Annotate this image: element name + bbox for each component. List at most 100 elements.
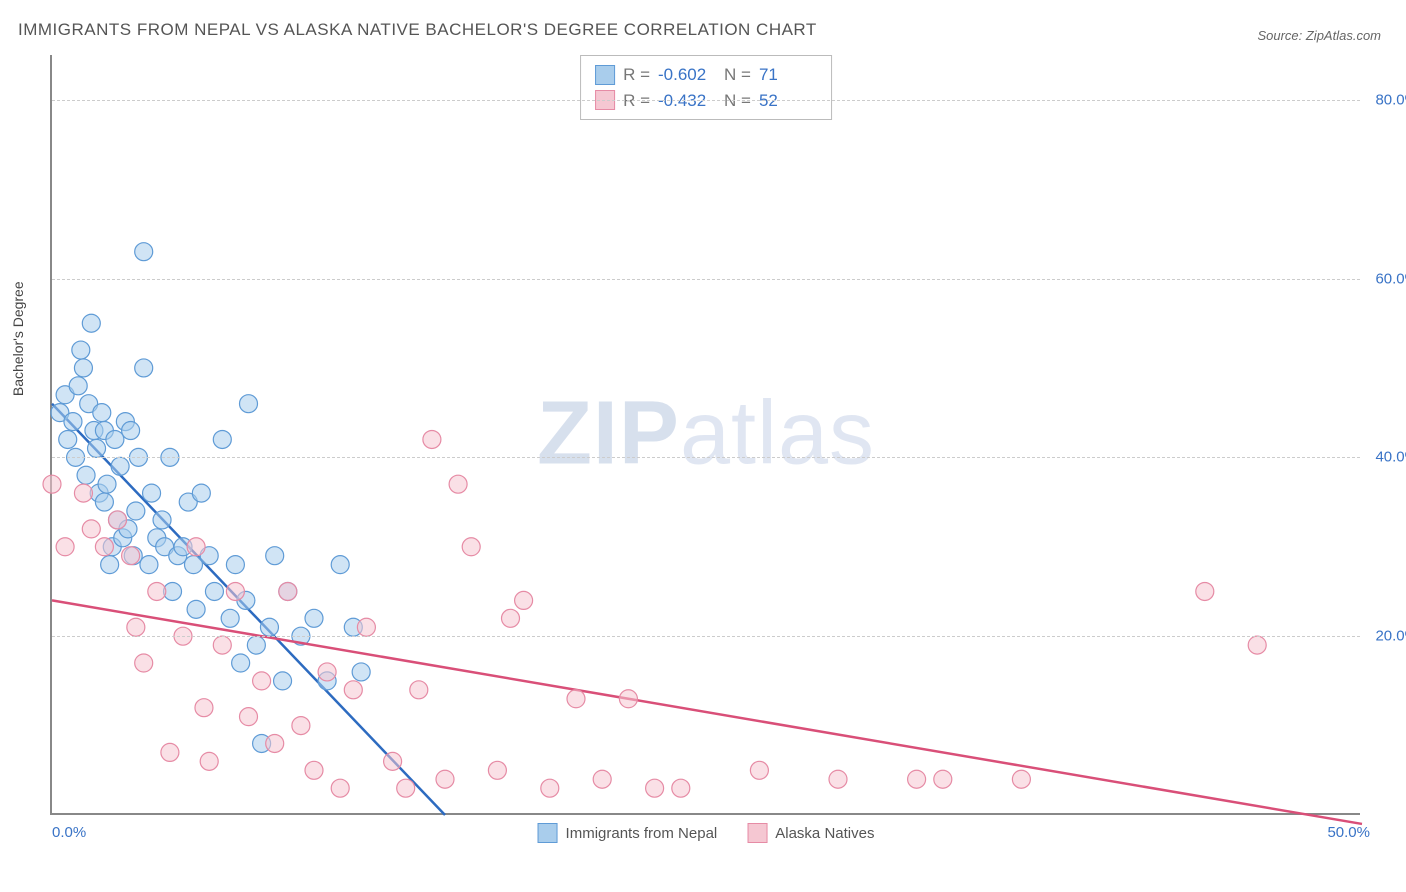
data-point — [153, 511, 171, 529]
data-point — [187, 538, 205, 556]
correlation-legend-box: R = -0.602 N = 71 R = -0.432 N = 52 — [580, 55, 832, 120]
data-point — [260, 618, 278, 636]
gridline — [52, 636, 1360, 637]
data-point — [1248, 636, 1266, 654]
data-point — [95, 538, 113, 556]
data-point — [69, 377, 87, 395]
data-point — [488, 761, 506, 779]
x-tick-min: 0.0% — [52, 824, 86, 841]
series1-swatch — [595, 65, 615, 85]
data-point — [934, 770, 952, 788]
data-point — [672, 779, 690, 797]
data-point — [82, 520, 100, 538]
data-point — [226, 582, 244, 600]
series1-swatch-bottom — [538, 823, 558, 843]
data-point — [423, 430, 441, 448]
data-point — [122, 422, 140, 440]
data-point — [1196, 582, 1214, 600]
y-axis-label: Bachelor's Degree — [10, 281, 26, 396]
data-point — [908, 770, 926, 788]
data-point — [502, 609, 520, 627]
gridline — [52, 279, 1360, 280]
data-point — [253, 672, 271, 690]
data-point — [140, 556, 158, 574]
data-point — [384, 752, 402, 770]
y-tick-label: 60.0% — [1375, 270, 1406, 287]
data-point — [305, 761, 323, 779]
data-point — [95, 493, 113, 511]
data-point — [357, 618, 375, 636]
data-point — [221, 609, 239, 627]
data-point — [226, 556, 244, 574]
y-tick-label: 80.0% — [1375, 91, 1406, 108]
data-point — [72, 341, 90, 359]
data-point — [213, 636, 231, 654]
data-point — [240, 395, 258, 413]
data-point — [111, 457, 129, 475]
chart-title: IMMIGRANTS FROM NEPAL VS ALASKA NATIVE B… — [18, 20, 817, 40]
scatter-svg — [52, 55, 1360, 813]
data-point — [98, 475, 116, 493]
y-tick-label: 40.0% — [1375, 449, 1406, 466]
data-point — [59, 430, 77, 448]
data-point — [109, 511, 127, 529]
source-attribution: Source: ZipAtlas.com — [1257, 28, 1381, 43]
data-point — [331, 556, 349, 574]
data-point — [205, 582, 223, 600]
data-point — [135, 654, 153, 672]
data-point — [247, 636, 265, 654]
data-point — [101, 556, 119, 574]
data-point — [127, 618, 145, 636]
data-point — [410, 681, 428, 699]
data-point — [567, 690, 585, 708]
data-point — [74, 359, 92, 377]
data-point — [192, 484, 210, 502]
data-point — [344, 681, 362, 699]
data-point — [127, 502, 145, 520]
data-point — [240, 708, 258, 726]
series2-swatch-bottom — [747, 823, 767, 843]
data-point — [74, 484, 92, 502]
y-tick-label: 20.0% — [1375, 628, 1406, 645]
legend-item-1: Immigrants from Nepal — [538, 823, 718, 843]
data-point — [93, 404, 111, 422]
data-point — [56, 538, 74, 556]
data-point — [619, 690, 637, 708]
legend-row-1: R = -0.602 N = 71 — [595, 62, 817, 88]
data-point — [213, 430, 231, 448]
r-value-1: -0.602 — [658, 62, 716, 88]
data-point — [187, 600, 205, 618]
data-point — [646, 779, 664, 797]
data-point — [266, 734, 284, 752]
series1-name: Immigrants from Nepal — [566, 825, 718, 842]
data-point — [200, 752, 218, 770]
legend-item-2: Alaska Natives — [747, 823, 874, 843]
data-point — [135, 243, 153, 261]
data-point — [64, 413, 82, 431]
r-label-1: R = — [623, 62, 650, 88]
data-point — [122, 547, 140, 565]
data-point — [1012, 770, 1030, 788]
data-point — [82, 314, 100, 332]
n-value-1: 71 — [759, 62, 817, 88]
data-point — [135, 359, 153, 377]
data-point — [274, 672, 292, 690]
data-point — [750, 761, 768, 779]
gridline — [52, 100, 1360, 101]
data-point — [292, 717, 310, 735]
data-point — [462, 538, 480, 556]
data-point — [352, 663, 370, 681]
data-point — [449, 475, 467, 493]
data-point — [305, 609, 323, 627]
data-point — [77, 466, 95, 484]
data-point — [331, 779, 349, 797]
data-point — [161, 743, 179, 761]
data-point — [593, 770, 611, 788]
data-point — [106, 430, 124, 448]
bottom-legend: Immigrants from Nepal Alaska Natives — [538, 823, 875, 843]
n-label-1: N = — [724, 62, 751, 88]
data-point — [397, 779, 415, 797]
data-point — [829, 770, 847, 788]
data-point — [266, 547, 284, 565]
data-point — [515, 591, 533, 609]
